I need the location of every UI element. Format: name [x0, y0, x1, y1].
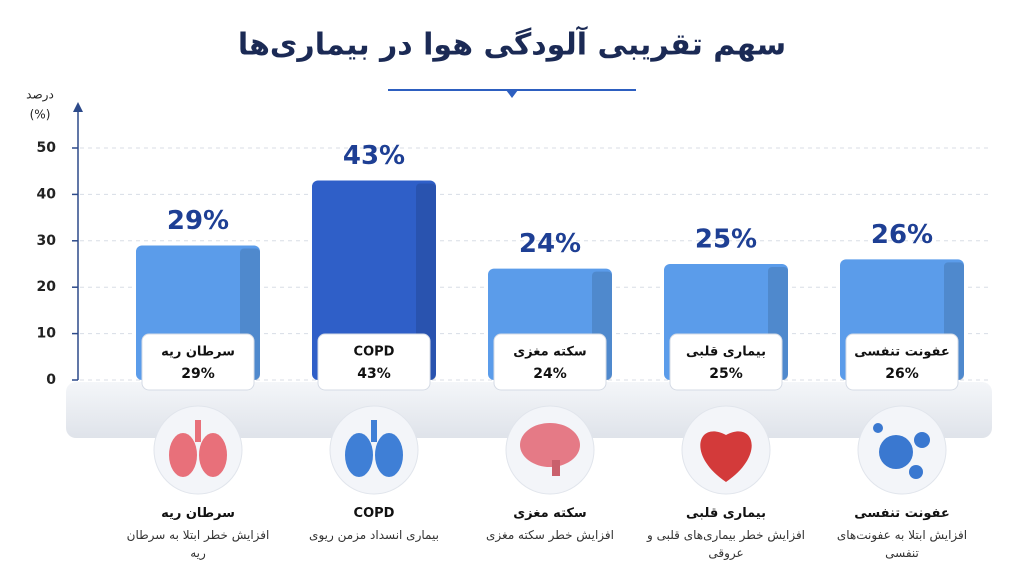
disease-name: سرطان ریه: [161, 506, 235, 521]
inner-card: [669, 333, 783, 391]
inner-name: عفونت تنفسی: [854, 345, 949, 360]
y-axis-unit: (%): [30, 108, 51, 122]
inner-card: [493, 333, 607, 391]
icon: [520, 423, 580, 467]
chart-title: سهم تقریبی آلودگی هوا در بیماری‌ها: [238, 26, 786, 63]
inner-name: سکته مغزی: [513, 345, 586, 360]
inner-name: سرطان ریه: [161, 345, 235, 360]
icon: [700, 431, 752, 482]
bar: [312, 180, 436, 380]
disease-name: سکته مغزی: [513, 506, 587, 521]
value-label: 29%: [167, 206, 229, 236]
value-label: 26%: [871, 220, 933, 250]
y-tick-label: 50: [37, 140, 57, 156]
inner-value: 29%: [181, 366, 215, 382]
icon: [879, 435, 913, 469]
value-label: 25%: [695, 225, 757, 255]
icon: [552, 460, 560, 476]
icon: [375, 433, 403, 477]
y-tick-label: 30: [37, 233, 57, 249]
disease-description: افزایش خطر بیماری‌های قلبی و عروقی: [646, 528, 806, 560]
inner-name: بیماری قلبی: [686, 345, 766, 360]
disease-description: بیماری انسداد مزمن ریوی: [309, 528, 439, 542]
inner-card: [141, 333, 255, 391]
inner-card: [845, 333, 959, 391]
y-tick-label: 0: [46, 372, 56, 388]
title-pointer: [506, 90, 518, 98]
icon: [169, 433, 197, 477]
disease-description: افزایش خطر ابتلا به سرطان ریه: [126, 528, 270, 560]
icon: [914, 432, 930, 448]
icon-bg: [153, 405, 243, 495]
inner-value: 43%: [357, 366, 391, 382]
y-tick-label: 40: [37, 186, 57, 202]
icon: [873, 423, 883, 433]
value-label: 24%: [519, 229, 581, 259]
inner-value: 26%: [885, 366, 919, 382]
disease-name: عفونت تنفسی: [854, 506, 950, 521]
inner-card: [317, 333, 431, 391]
y-axis-arrow: [73, 102, 83, 112]
disease-description: افزایش ابتلا به عفونت‌های تنفسی: [836, 528, 968, 560]
disease-name: COPD: [353, 506, 395, 521]
icon: [909, 465, 923, 479]
icon: [371, 420, 377, 442]
value-label: 43%: [343, 141, 405, 171]
bar-side: [416, 183, 436, 380]
disease-name: بیماری قلبی: [686, 506, 766, 521]
inner-value: 25%: [709, 366, 743, 382]
disease-description: افزایش خطر سکته مغزی: [486, 528, 614, 542]
icon-bg: [329, 405, 419, 495]
icon: [345, 433, 373, 477]
icon: [195, 420, 201, 442]
icon: [199, 433, 227, 477]
inner-name: COPD: [354, 345, 395, 360]
y-axis-label: درصد: [26, 88, 54, 103]
y-tick-label: 10: [37, 326, 57, 342]
y-tick-label: 20: [37, 279, 57, 295]
inner-value: 24%: [533, 366, 567, 382]
